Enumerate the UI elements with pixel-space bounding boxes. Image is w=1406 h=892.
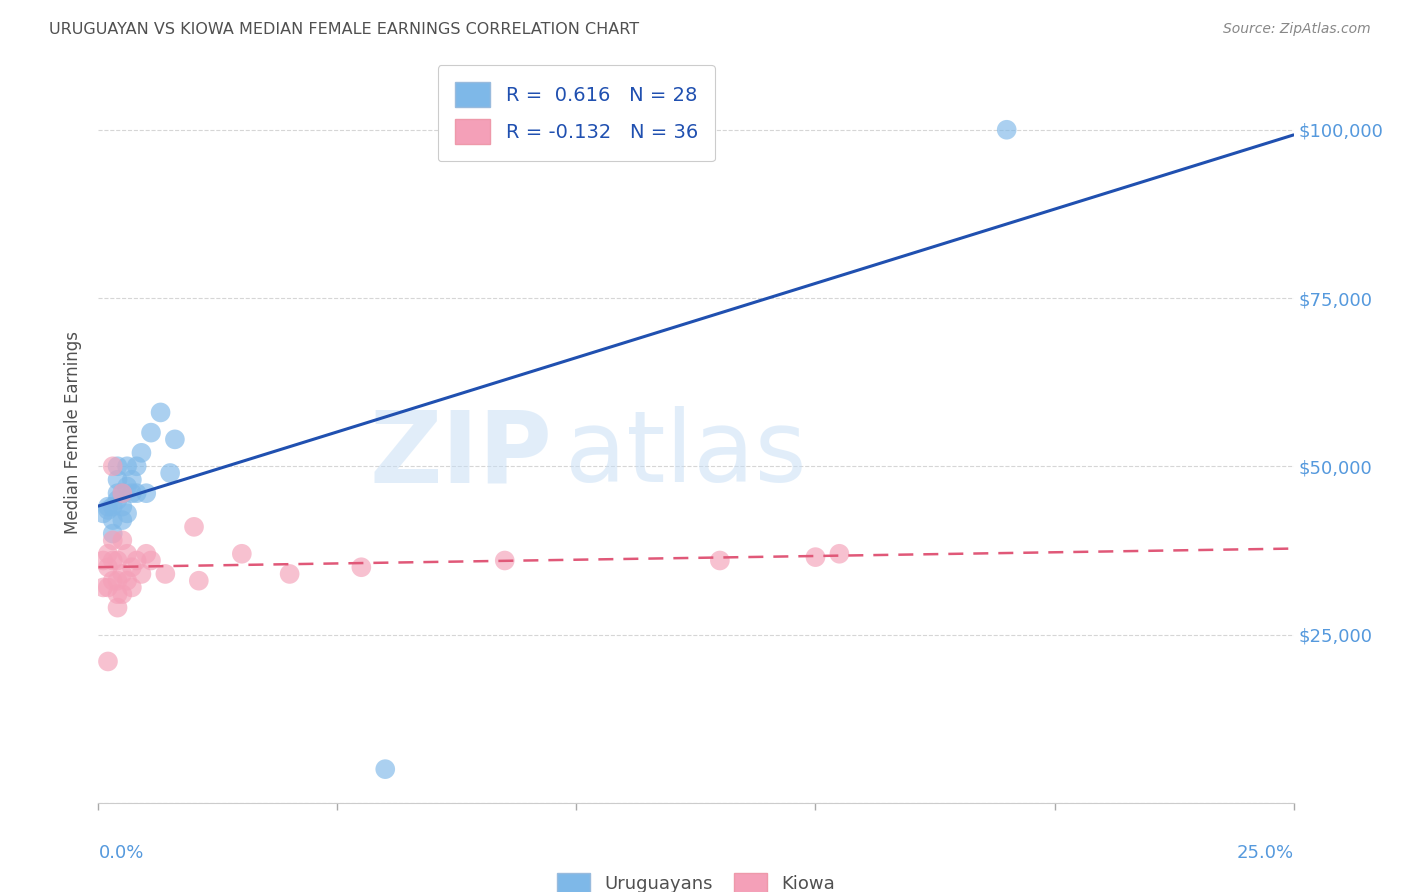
Point: [111, 533, 134, 548]
Point: [111, 566, 134, 581]
Point: [121, 486, 143, 500]
Point: [115, 479, 138, 493]
Point: [131, 566, 153, 581]
Point: [91, 507, 114, 521]
Point: [111, 500, 134, 514]
Text: atlas: atlas: [565, 407, 806, 503]
Point: [804, 550, 827, 565]
Point: [115, 547, 138, 561]
Point: [828, 547, 851, 561]
Point: [91, 553, 114, 567]
Point: [183, 520, 205, 534]
Point: [97, 560, 120, 574]
Point: [159, 466, 181, 480]
Point: [101, 500, 124, 514]
Point: [107, 459, 129, 474]
Point: [111, 587, 134, 601]
Point: [231, 547, 253, 561]
Point: [91, 581, 114, 595]
Point: [155, 566, 177, 581]
Point: [101, 533, 124, 548]
Point: [97, 655, 120, 669]
Point: [97, 581, 120, 595]
Point: [101, 526, 124, 541]
Point: [494, 553, 516, 567]
Point: [97, 547, 120, 561]
Text: Source: ZipAtlas.com: Source: ZipAtlas.com: [1223, 22, 1371, 37]
Point: [121, 581, 143, 595]
Point: [709, 553, 731, 567]
Point: [115, 507, 138, 521]
Point: [115, 459, 138, 474]
Point: [121, 473, 143, 487]
Point: [107, 600, 129, 615]
Point: [115, 574, 138, 588]
Point: [107, 486, 129, 500]
Point: [135, 486, 157, 500]
Point: [350, 560, 373, 574]
Point: [107, 574, 129, 588]
Point: [107, 492, 129, 507]
Text: 25.0%: 25.0%: [1236, 844, 1294, 862]
Point: [101, 553, 124, 567]
Point: [107, 473, 129, 487]
Point: [131, 446, 153, 460]
Point: [97, 500, 120, 514]
Point: [101, 513, 124, 527]
Point: [139, 425, 162, 440]
Point: [187, 574, 209, 588]
Point: [121, 560, 143, 574]
Point: [163, 433, 186, 447]
Point: [125, 486, 148, 500]
Point: [101, 574, 124, 588]
Point: [125, 553, 148, 567]
Point: [135, 547, 157, 561]
Point: [374, 762, 396, 776]
Point: [111, 486, 134, 500]
Legend: Uruguayans, Kiowa: Uruguayans, Kiowa: [548, 863, 844, 892]
Point: [107, 587, 129, 601]
Text: URUGUAYAN VS KIOWA MEDIAN FEMALE EARNINGS CORRELATION CHART: URUGUAYAN VS KIOWA MEDIAN FEMALE EARNING…: [49, 22, 640, 37]
Text: ZIP: ZIP: [370, 407, 553, 503]
Y-axis label: Median Female Earnings: Median Female Earnings: [65, 331, 83, 534]
Point: [111, 486, 134, 500]
Point: [149, 405, 172, 419]
Point: [139, 553, 162, 567]
Point: [995, 122, 1018, 136]
Point: [125, 459, 148, 474]
Point: [107, 553, 129, 567]
Point: [278, 566, 301, 581]
Point: [111, 513, 134, 527]
Text: 0.0%: 0.0%: [98, 844, 143, 862]
Point: [101, 459, 124, 474]
Point: [97, 503, 120, 517]
